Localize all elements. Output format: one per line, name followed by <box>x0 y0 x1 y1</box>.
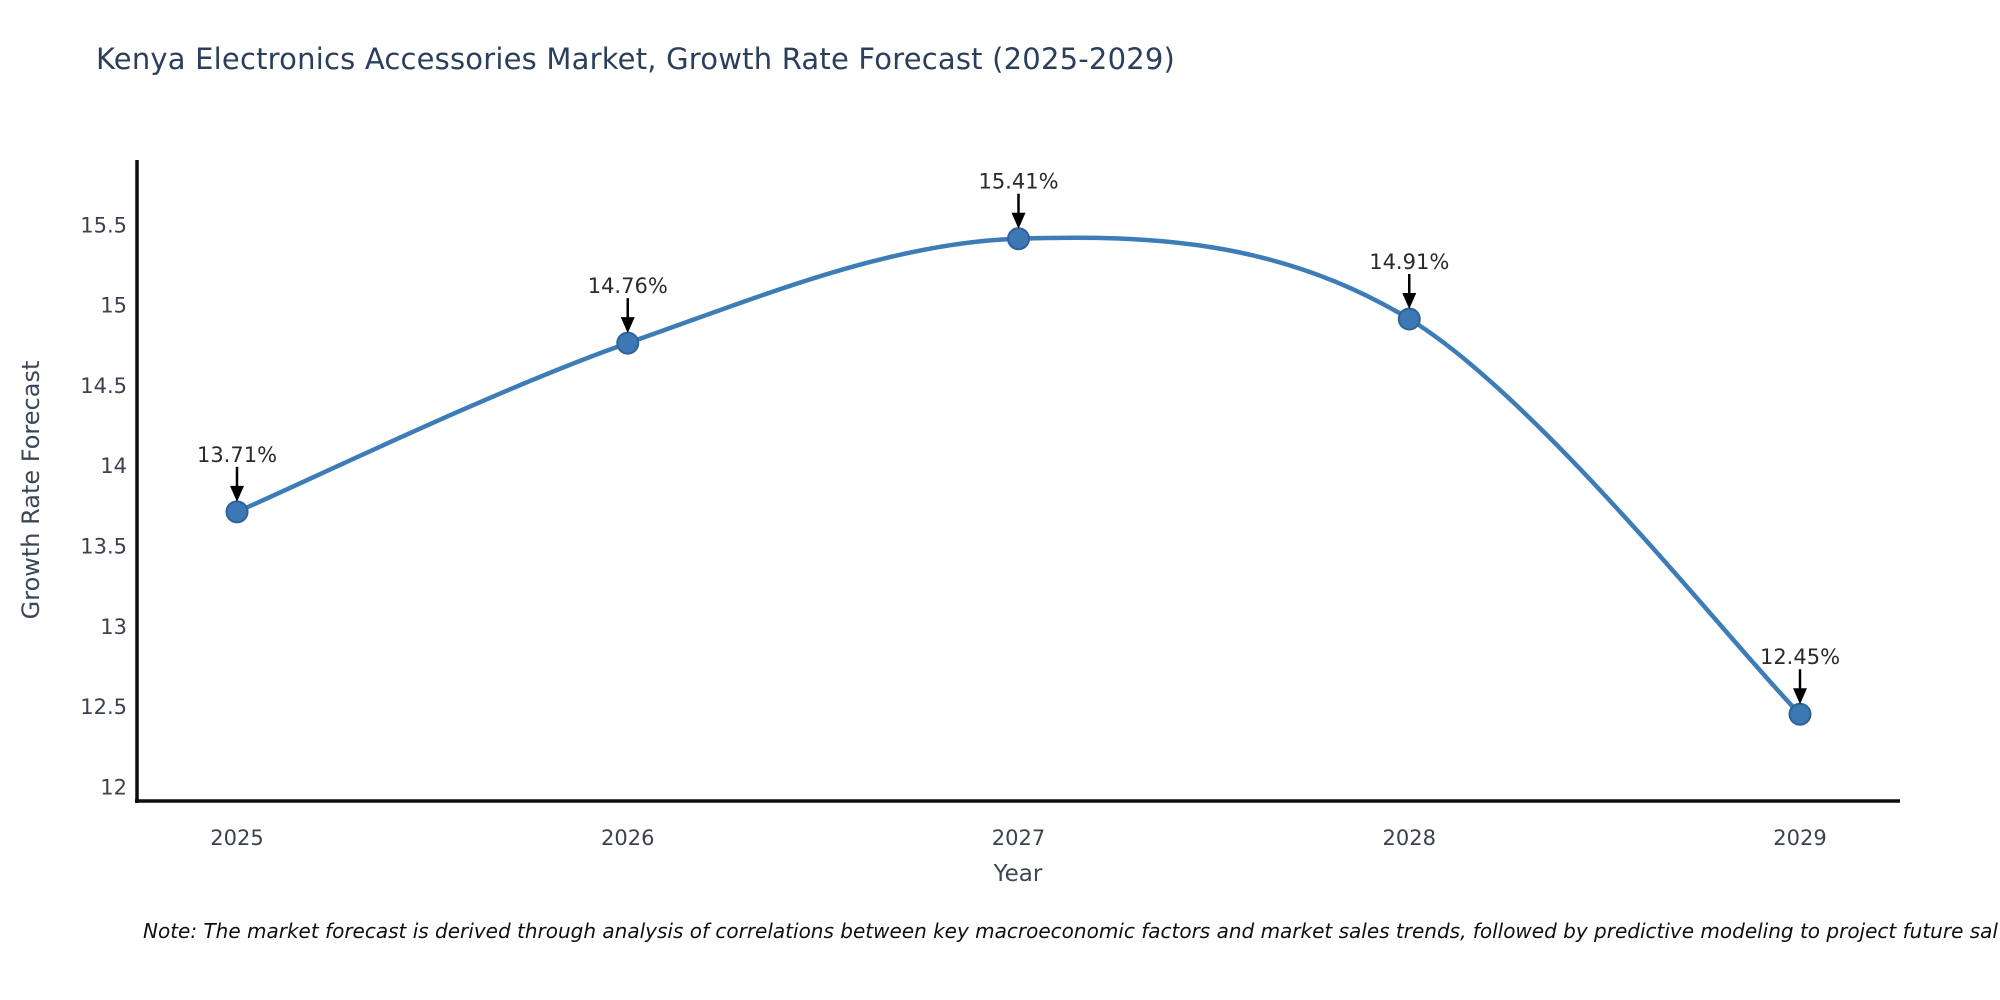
data-point <box>1397 307 1421 331</box>
y-tick-label: 13.5 <box>80 535 127 559</box>
data-point-label: 15.41% <box>978 170 1058 194</box>
y-tick-label: 12 <box>100 776 127 800</box>
data-point-label: 14.91% <box>1369 250 1449 274</box>
data-point <box>616 331 640 355</box>
data-point-label: 14.76% <box>588 274 668 298</box>
y-tick-label: 13 <box>100 615 127 639</box>
y-tick-label: 14 <box>100 454 127 478</box>
x-tick-label: 2027 <box>992 826 1045 850</box>
data-point <box>225 500 249 524</box>
forecast-line <box>234 235 1803 717</box>
y-axis-title: Growth Rate Forecast <box>17 360 45 620</box>
data-point-label: 12.45% <box>1760 645 1840 669</box>
annotation-arrow-head <box>230 485 244 502</box>
data-point-label: 13.71% <box>197 443 277 467</box>
x-tick-label: 2029 <box>1773 826 1826 850</box>
y-tick-label: 12.5 <box>80 695 127 719</box>
annotation-arrow-head <box>1011 212 1026 229</box>
chart-title: Kenya Electronics Accessories Market, Gr… <box>96 42 1176 76</box>
x-axis-title: Year <box>993 861 1043 887</box>
data-point <box>1007 227 1030 251</box>
chart-footnote: Note: The market forecast is derived thr… <box>143 919 1998 943</box>
annotation-arrow-head <box>1793 688 1807 705</box>
y-tick-label: 15.5 <box>80 213 127 237</box>
x-tick-label: 2026 <box>601 826 654 850</box>
y-tick-label: 14.5 <box>80 374 127 398</box>
y-tick-label: 15 <box>100 294 127 318</box>
annotation-arrow-head <box>1402 293 1417 310</box>
x-tick-label: 2028 <box>1383 826 1436 850</box>
annotation-arrow-head <box>620 317 635 334</box>
x-tick-label: 2025 <box>210 826 263 850</box>
data-point <box>1788 702 1812 726</box>
